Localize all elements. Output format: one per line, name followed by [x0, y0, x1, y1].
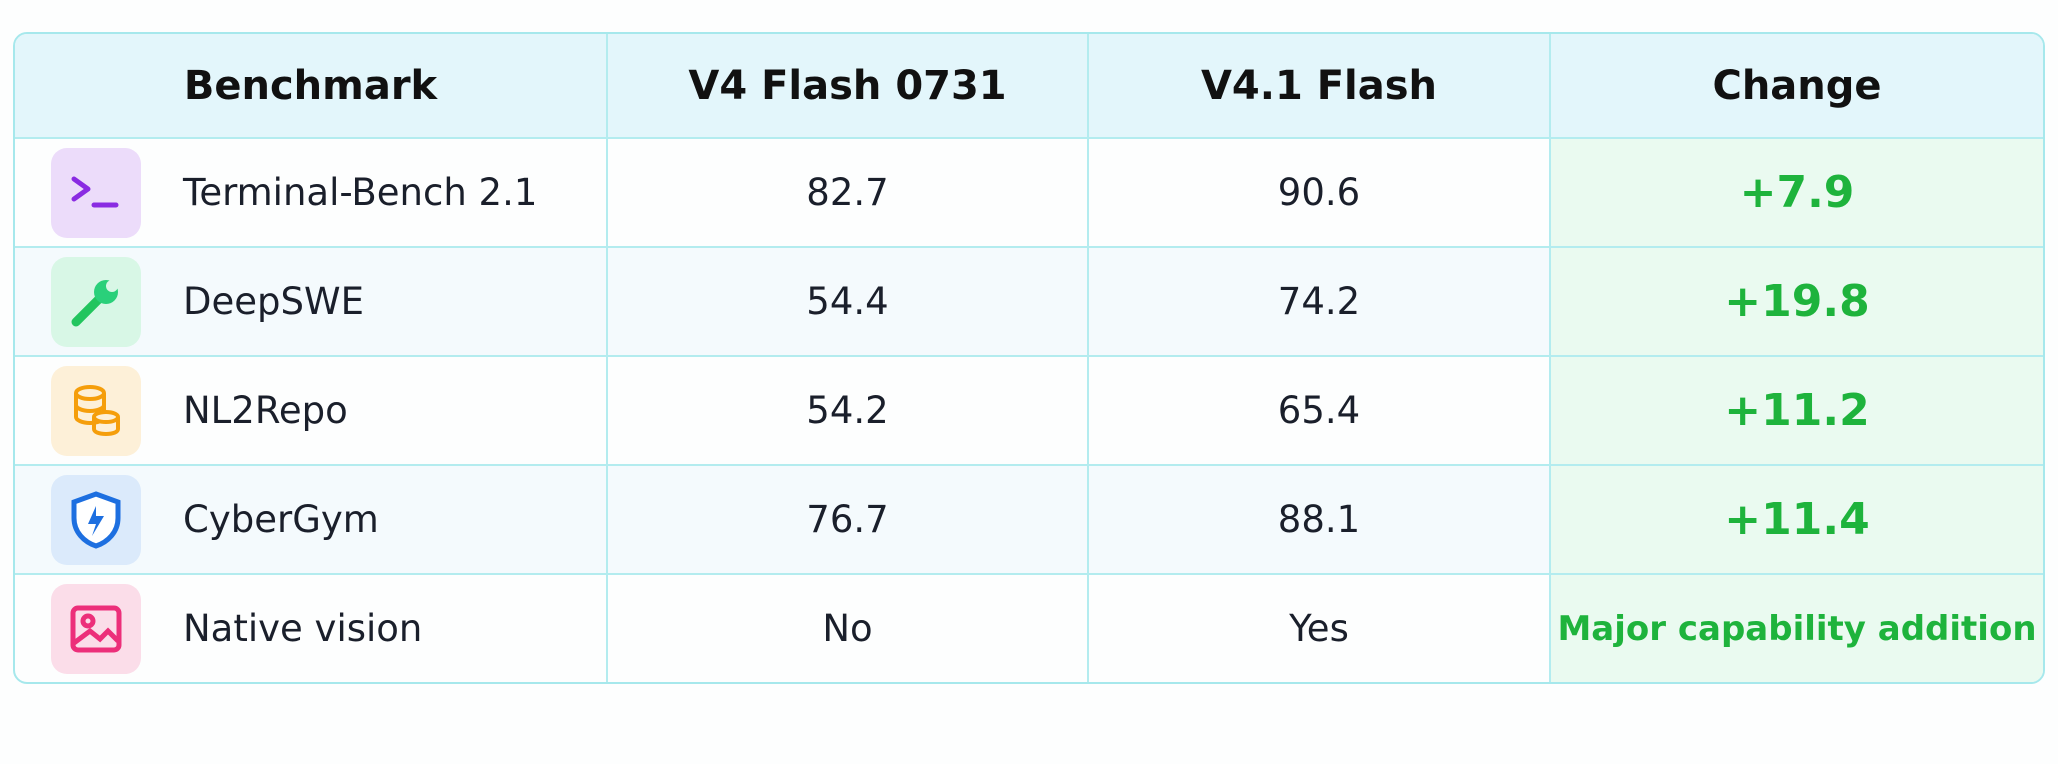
change-cell: +19.8 [1549, 248, 2043, 355]
table-row: Terminal-Bench 2.1 82.7 90.6 +7.9 [15, 137, 2043, 246]
score-cell: 90.6 [1087, 139, 1549, 246]
table-row: NL2Repo 54.2 65.4 +11.2 [15, 355, 2043, 464]
change-cell: Major capability addition [1549, 575, 2043, 682]
benchmark-name: Terminal-Bench 2.1 [183, 171, 538, 214]
benchmark-cell: NL2Repo [15, 357, 606, 464]
benchmark-name: DeepSWE [183, 280, 364, 323]
change-cell: +7.9 [1549, 139, 2043, 246]
comparison-table: Benchmark V4 Flash 0731 V4.1 Flash Chang… [13, 32, 2045, 684]
header-cell: Change [1549, 34, 2043, 137]
score-cell: 82.7 [606, 139, 1087, 246]
header-row: Benchmark V4 Flash 0731 V4.1 Flash Chang… [15, 34, 2043, 137]
header-cell: V4 Flash 0731 [606, 34, 1087, 137]
benchmark-cell: CyberGym [15, 466, 606, 573]
benchmark-name: NL2Repo [183, 389, 348, 432]
score-cell: 76.7 [606, 466, 1087, 573]
score-cell: 54.2 [606, 357, 1087, 464]
score-cell: 74.2 [1087, 248, 1549, 355]
benchmark-cell: DeepSWE [15, 248, 606, 355]
database-icon [51, 365, 141, 456]
header-cell: V4.1 Flash [1087, 34, 1549, 137]
header-cell: Benchmark [183, 62, 438, 109]
score-cell: 65.4 [1087, 357, 1549, 464]
score-cell: 54.4 [606, 248, 1087, 355]
score-cell: No [606, 575, 1087, 682]
table-row: DeepSWE 54.4 74.2 +19.8 [15, 246, 2043, 355]
image-icon [51, 583, 141, 674]
shield-icon [51, 474, 141, 565]
terminal-icon [51, 147, 141, 238]
benchmark-cell: Terminal-Bench 2.1 [15, 139, 606, 246]
score-cell: Yes [1087, 575, 1549, 682]
score-cell: 88.1 [1087, 466, 1549, 573]
change-cell: +11.4 [1549, 466, 2043, 573]
benchmark-name: CyberGym [183, 498, 379, 541]
table-row: CyberGym 76.7 88.1 +11.4 [15, 464, 2043, 573]
benchmark-cell: Native vision [15, 575, 606, 682]
change-cell: +11.2 [1549, 357, 2043, 464]
table-row: Native vision No Yes Major capability ad… [15, 573, 2043, 682]
benchmark-name: Native vision [183, 607, 423, 650]
wrench-icon [51, 256, 141, 347]
